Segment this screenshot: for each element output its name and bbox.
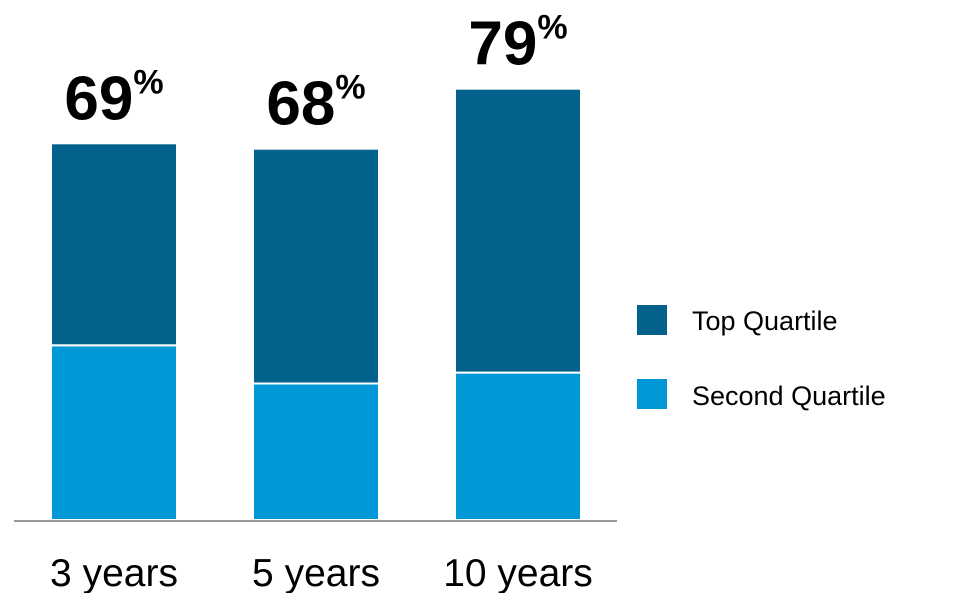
total-label-10-years: 79% [468, 9, 567, 79]
legend-swatch-top-quartile [637, 305, 667, 335]
legend-item-top-quartile: Top Quartile [637, 305, 838, 336]
total-label-5-years: 68% [266, 69, 365, 139]
category-label-5-years: 5 years [252, 552, 380, 593]
bar-second-quartile-3-years [50, 344, 178, 521]
bar-second-quartile-10-years [454, 371, 582, 521]
bars-layer [50, 87, 582, 521]
legend: Top Quartile Second Quartile [637, 305, 886, 411]
bar-top-quartile-5-years [252, 147, 380, 385]
total-labels-layer: 69% 68% 79% [64, 9, 567, 139]
legend-label-second-quartile: Second Quartile [692, 381, 886, 411]
total-label-3-years: 69% [64, 63, 163, 133]
bar-top-quartile-3-years [50, 142, 178, 347]
bar-second-quartile-5-years [252, 382, 380, 521]
bar-top-quartile-10-years [454, 87, 582, 374]
category-labels-layer: 3 years 5 years 10 years [50, 552, 593, 593]
category-label-3-years: 3 years [50, 552, 178, 593]
legend-label-top-quartile: Top Quartile [692, 306, 838, 336]
category-label-10-years: 10 years [443, 552, 593, 593]
legend-swatch-second-quartile [637, 379, 667, 409]
legend-item-second-quartile: Second Quartile [637, 379, 886, 411]
